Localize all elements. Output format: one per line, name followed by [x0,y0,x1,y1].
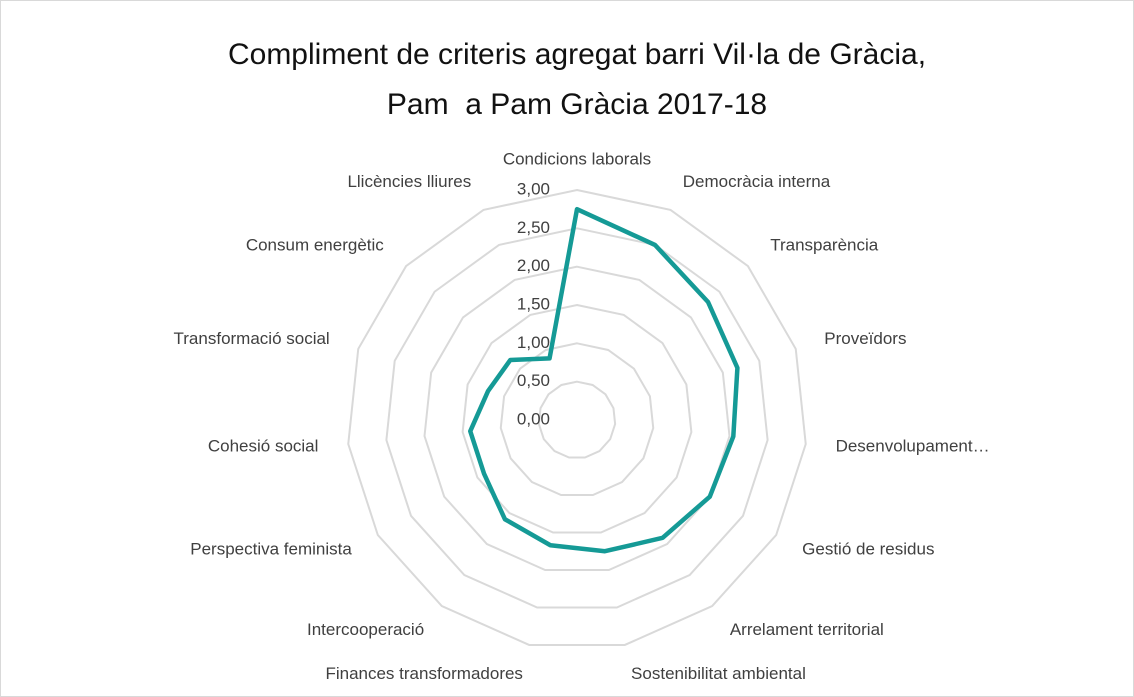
grid-line [423,265,731,571]
chart-title: Compliment de criteris agregat barri Vil… [228,38,926,71]
category-label: Intercooperació [307,620,424,639]
category-label: Gestió de residus [802,539,934,558]
grid-line [385,227,769,609]
chart-title: Pam a Pam Gràcia 2017-18 [387,88,767,121]
category-label: Transparència [770,236,879,255]
data-line [468,206,740,554]
y-tick-label: 0,00 [517,409,550,428]
grid-line [537,380,617,459]
category-label: Llicències lliures [347,172,471,191]
grid-line [499,342,655,496]
category-label: Arrelament territorial [730,620,884,639]
category-label: Transformació social [174,329,330,348]
grid-line [347,188,807,646]
y-tick-label: 2,50 [517,218,550,237]
y-tick-label: 0,50 [517,371,550,390]
category-label: Desenvolupament… [836,437,990,456]
y-tick-label: 1,50 [517,294,550,313]
category-label: Condicions laborals [503,149,651,168]
grid-line [461,303,693,534]
category-label: Cohesió social [208,437,319,456]
y-tick-label: 1,00 [517,333,550,352]
y-tick-label: 2,00 [517,256,550,275]
category-label: Sostenibilitat ambiental [631,664,806,683]
category-label: Finances transformadores [325,664,522,683]
y-tick-label: 3,00 [517,179,550,198]
category-label: Democràcia interna [683,172,831,191]
category-label: Proveïdors [824,329,906,348]
category-label: Perspectiva feminista [190,539,352,558]
category-label: Consum energètic [246,236,384,255]
